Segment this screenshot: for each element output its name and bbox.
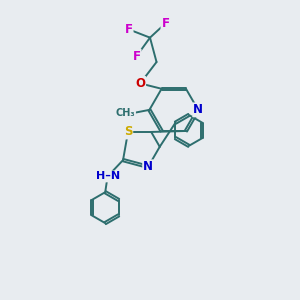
Text: O: O bbox=[135, 77, 145, 90]
Text: CH₃: CH₃ bbox=[116, 108, 135, 118]
Text: F: F bbox=[124, 23, 133, 36]
Text: N: N bbox=[143, 160, 153, 173]
Text: H–N: H–N bbox=[95, 172, 120, 182]
Text: N: N bbox=[193, 103, 203, 116]
Text: S: S bbox=[124, 125, 132, 139]
Text: F: F bbox=[161, 17, 169, 30]
Text: F: F bbox=[133, 50, 141, 63]
